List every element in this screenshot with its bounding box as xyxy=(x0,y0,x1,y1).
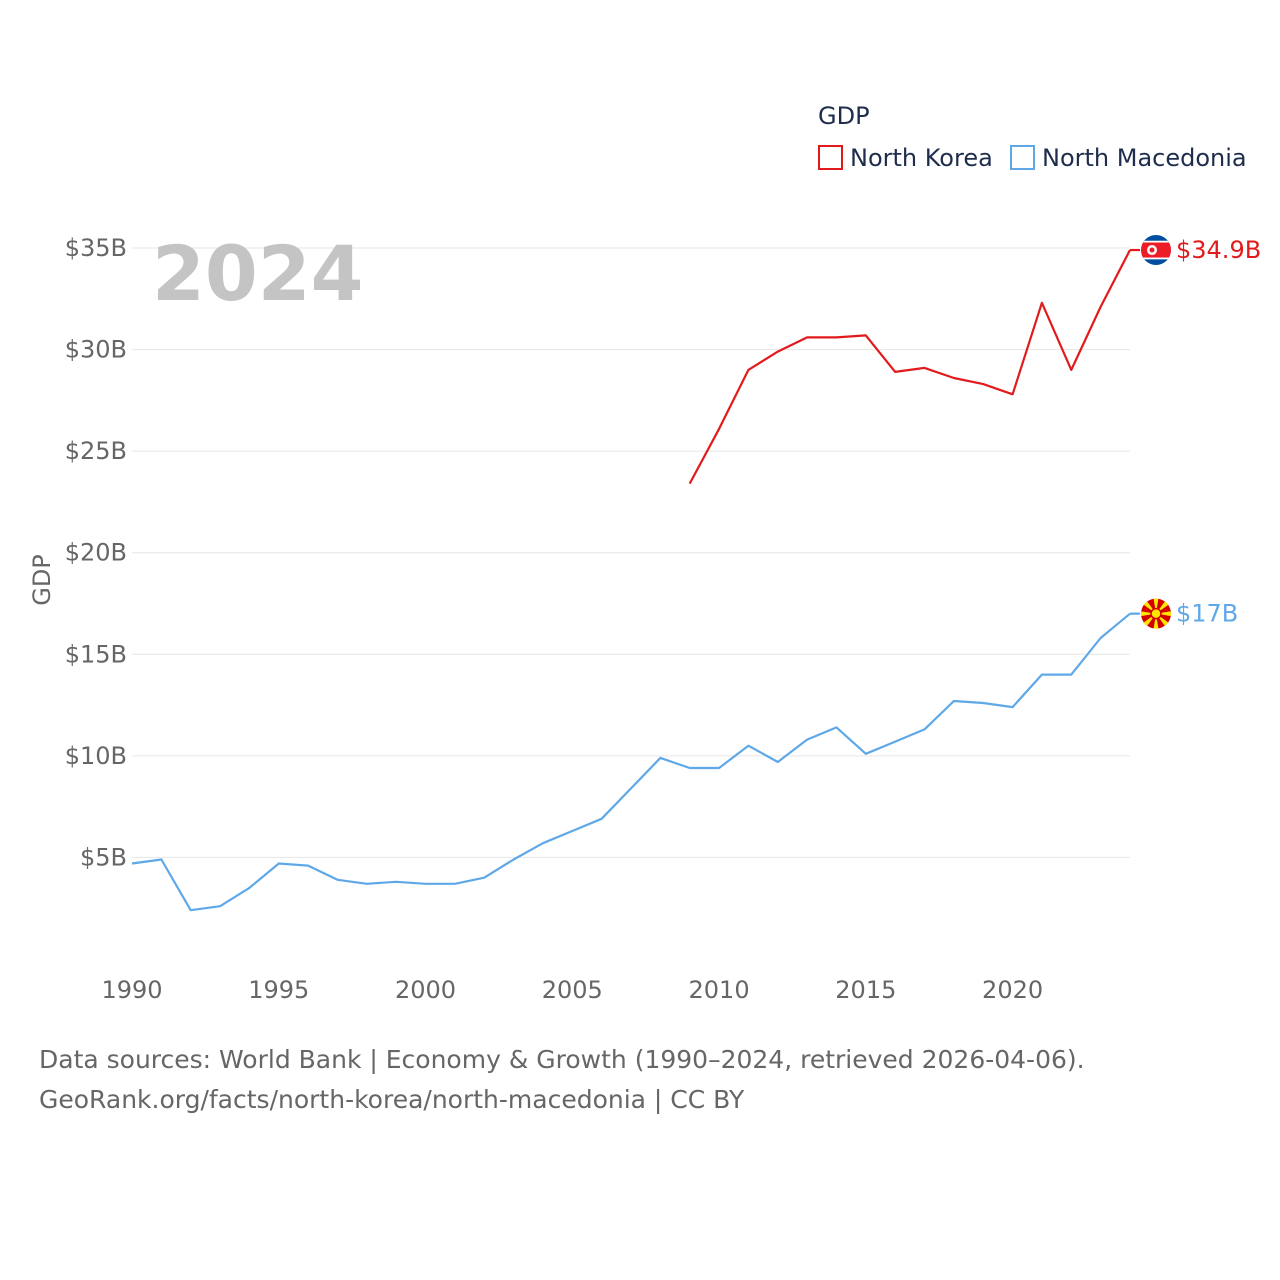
x-tick-label: 2010 xyxy=(689,976,750,1004)
y-axis-ticks: $5B $10B $15B $20B $25B $30B $35B xyxy=(65,234,127,871)
y-tick-label: $25B xyxy=(65,437,127,465)
x-tick-label: 2005 xyxy=(542,976,603,1004)
legend-label: North Korea xyxy=(850,144,993,172)
footer: Data sources: World Bank | Economy & Gro… xyxy=(39,1040,1085,1120)
x-tick-label: 2015 xyxy=(835,976,896,1004)
y-tick-label: $15B xyxy=(65,640,127,668)
y-axis-label: GDP xyxy=(28,554,56,606)
gridlines xyxy=(132,247,1130,858)
series-line-north-korea xyxy=(688,249,1131,485)
chart: $5B $10B $15B $20B $25B $30B $35B 1990 1995 2000… xyxy=(28,102,1261,1004)
x-tick-label: 2000 xyxy=(395,976,456,1004)
y-tick-label: $10B xyxy=(65,742,127,770)
x-tick-label: 1995 xyxy=(248,976,309,1004)
legend-swatch xyxy=(818,145,843,170)
x-tick-label: 1990 xyxy=(101,976,162,1004)
legend[interactable]: GDP North Korea North Macedonia xyxy=(818,102,1247,172)
series-line-north-macedonia xyxy=(131,612,1131,912)
legend-swatch xyxy=(1010,145,1035,170)
end-labels: $34.9B $17B xyxy=(1130,235,1261,629)
y-tick-label: $30B xyxy=(65,336,127,364)
series-lines xyxy=(131,249,1131,912)
x-axis-ticks: 1990 1995 2000 2005 2010 2015 2020 xyxy=(101,976,1043,1004)
end-value-label: $34.9B xyxy=(1176,236,1261,264)
y-tick-label: $5B xyxy=(80,843,127,871)
legend-item-north-macedonia[interactable]: North Macedonia xyxy=(1010,144,1247,172)
legend-label: North Macedonia xyxy=(1042,144,1247,172)
north-korea-flag-icon xyxy=(1141,235,1171,266)
footer-sources: Data sources: World Bank | Economy & Gro… xyxy=(39,1045,1085,1074)
legend-title: GDP xyxy=(818,102,870,130)
legend-item-north-korea[interactable]: North Korea xyxy=(818,144,993,172)
y-tick-label: $35B xyxy=(65,234,127,262)
footer-attribution: GeoRank.org/facts/north-korea/north-mace… xyxy=(39,1085,745,1114)
end-value-label: $17B xyxy=(1176,600,1238,628)
x-tick-label: 2020 xyxy=(982,976,1043,1004)
y-tick-label: $20B xyxy=(65,539,127,567)
north-macedonia-flag-icon xyxy=(1141,598,1171,629)
year-watermark: 2024 xyxy=(152,229,364,318)
